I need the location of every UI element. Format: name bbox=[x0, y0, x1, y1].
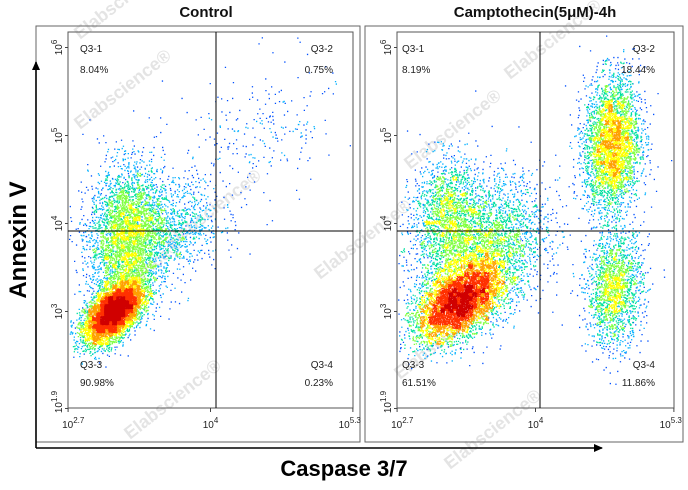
plot-area: Q3-1 8.19% Q3-2 18.44% Q3-3 61.51% Q3-4 … bbox=[396, 31, 675, 409]
y-tick-label: 105 bbox=[379, 127, 394, 143]
x-tick-label: 105.3 bbox=[339, 416, 362, 431]
panel-title: Control bbox=[179, 4, 232, 21]
quadrant-percent-top-left: 8.04% bbox=[80, 65, 108, 76]
y-axis-ticks: 101.9 103 104 105 106 bbox=[379, 39, 397, 413]
quadrant-id-top-left: Q3-1 bbox=[402, 44, 425, 55]
svg-text:Elabscience®: Elabscience® bbox=[310, 195, 415, 283]
quadrant-id-bottom-right: Q3-4 bbox=[633, 360, 656, 371]
y-tick-label: 101.9 bbox=[379, 390, 394, 413]
quadrant-id-top-left: Q3-1 bbox=[80, 44, 103, 55]
quadrant-id-top-right: Q3-2 bbox=[633, 44, 656, 55]
control-panel: Control Q3-1 8.04% Q3-2 0.75% Q3-3 90.98… bbox=[35, 4, 361, 443]
dot-density-level-8 bbox=[100, 296, 134, 326]
y-tick-label: 106 bbox=[379, 39, 394, 55]
dot-density-level-5 bbox=[416, 100, 634, 345]
x-axis-ticks: 102.7 104 105.3 bbox=[62, 408, 361, 431]
svg-text:Elabscience®: Elabscience® bbox=[70, 0, 175, 43]
quadrant-id-bottom-left: Q3-3 bbox=[402, 360, 425, 371]
svg-text:Elabscience®: Elabscience® bbox=[70, 45, 175, 133]
y-tick-label: 106 bbox=[50, 39, 65, 55]
dot-density-level-4 bbox=[76, 172, 186, 350]
x-axis-title: Caspase 3/7 bbox=[280, 456, 407, 481]
panel-title: Camptothecin(5μM)-4h bbox=[454, 4, 617, 21]
svg-text:Elabscience®: Elabscience® bbox=[400, 85, 505, 173]
x-tick-label: 104 bbox=[203, 416, 219, 431]
dot-cloud bbox=[398, 35, 673, 385]
x-tick-label: 102.7 bbox=[391, 416, 414, 431]
y-axis-ticks: 101.9 103 104 105 106 bbox=[50, 39, 68, 413]
dot-density-level-5 bbox=[80, 204, 154, 346]
quadrant-percent-top-right: 18.44% bbox=[621, 65, 655, 76]
y-tick-label: 104 bbox=[379, 215, 394, 231]
quadrant-id-bottom-right: Q3-4 bbox=[311, 360, 334, 371]
x-axis-ticks: 102.7 104 105.3 bbox=[391, 408, 682, 431]
quadrant-percent-bottom-right: 0.23% bbox=[305, 378, 333, 389]
y-tick-label: 103 bbox=[379, 303, 394, 319]
y-tick-label: 101.9 bbox=[50, 390, 65, 413]
dot-cloud bbox=[69, 37, 351, 368]
dot-density-level-7 bbox=[92, 288, 138, 334]
dot-density-level-3 bbox=[72, 168, 204, 357]
quadrant-percent-bottom-left: 61.51% bbox=[402, 378, 436, 389]
y-tick-label: 103 bbox=[50, 303, 65, 319]
camptothecin-panel: Camptothecin(5μM)-4h Q3-1 8.19% Q3-2 18.… bbox=[364, 4, 684, 443]
quadrant-percent-bottom-left: 90.98% bbox=[80, 378, 114, 389]
quadrant-id-top-right: Q3-2 bbox=[311, 44, 334, 55]
x-tick-label: 104 bbox=[528, 416, 544, 431]
panel-frame bbox=[364, 25, 684, 443]
y-tick-label: 104 bbox=[50, 215, 65, 231]
y-axis-title: Annexin V bbox=[5, 181, 32, 298]
y-tick-label: 105 bbox=[50, 127, 65, 143]
x-tick-label: 102.7 bbox=[62, 416, 85, 431]
svg-text:Elabscience®: Elabscience® bbox=[160, 165, 265, 253]
quadrant-percent-top-right: 0.75% bbox=[305, 65, 333, 76]
quadrant-percent-bottom-right: 11.86% bbox=[622, 378, 655, 389]
quadrant-id-bottom-left: Q3-3 bbox=[80, 360, 103, 371]
dot-density-level-8 bbox=[440, 284, 486, 318]
x-tick-label: 105.3 bbox=[660, 416, 683, 431]
quadrant-percent-top-left: 8.19% bbox=[402, 65, 430, 76]
